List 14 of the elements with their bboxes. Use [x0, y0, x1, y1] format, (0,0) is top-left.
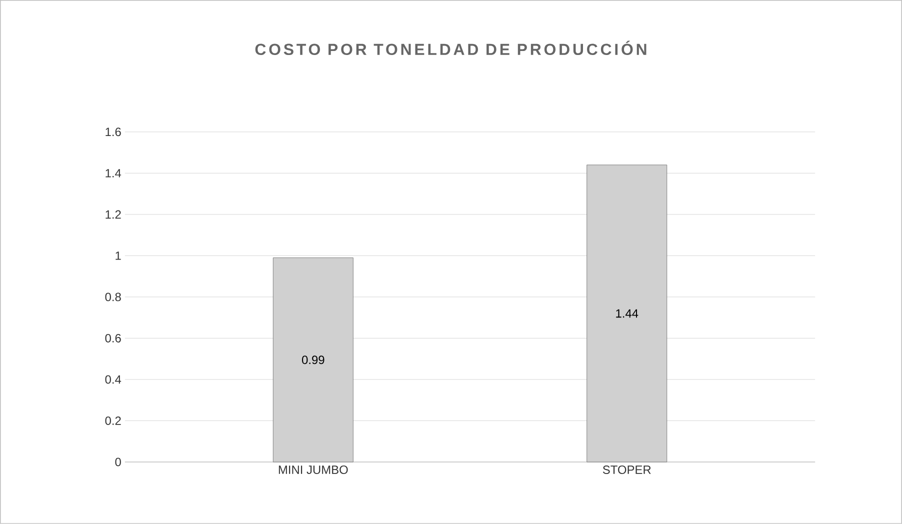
- y-tick-label: 1: [116, 252, 121, 260]
- x-tick-label: MINI JUMBO: [278, 466, 348, 474]
- y-tick-label: 1.4: [106, 169, 122, 178]
- data-label: 1.44: [616, 309, 638, 318]
- chart-title: COSTO POR TONELDAD DE PRODUCCIÓN: [255, 40, 646, 56]
- data-label: 0.99: [302, 356, 324, 364]
- y-tick-label: 0: [115, 458, 121, 466]
- y-tick-label: 1.2: [106, 210, 121, 219]
- y-tick-label: 0.4: [105, 375, 122, 384]
- y-tick-label: 0.8: [105, 292, 121, 302]
- y-tick-label: 0.6: [105, 334, 121, 342]
- x-tick-label: STOPER: [602, 466, 651, 474]
- y-tick-label: 1.6: [106, 128, 121, 136]
- y-tick-label: 0.2: [105, 416, 121, 426]
